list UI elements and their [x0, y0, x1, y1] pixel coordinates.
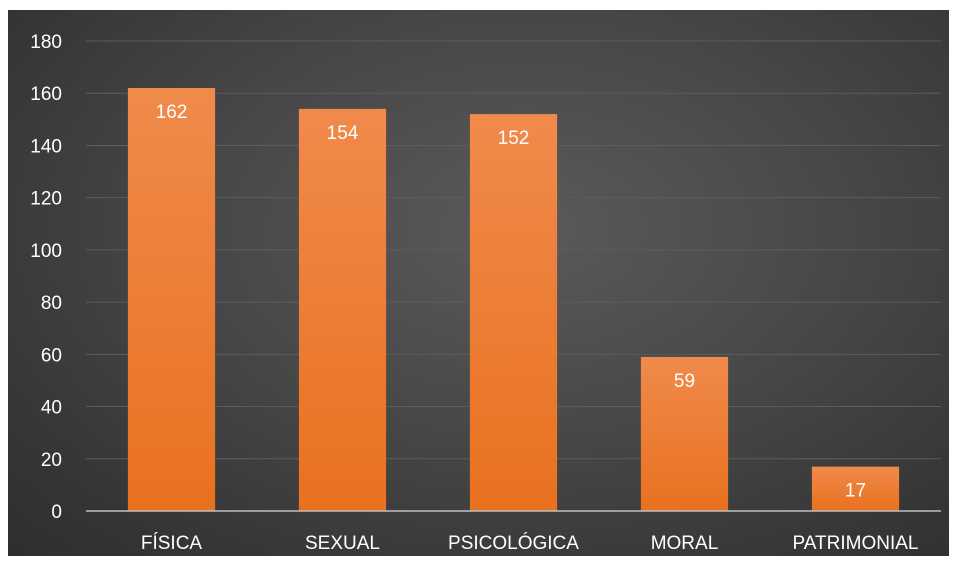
y-tick-label-60: 60 [41, 345, 62, 366]
x-tick-label-psicológica: PSICOLÓGICA [448, 532, 579, 554]
x-tick-label-patrimonial: PATRIMONIAL [793, 533, 919, 554]
bar-psicológica [469, 114, 558, 511]
data-label-psicológica: 152 [498, 128, 530, 149]
y-tick-label-20: 20 [41, 450, 62, 471]
x-tick-label-física: FÍSICA [141, 533, 203, 554]
y-tick-label-80: 80 [41, 293, 62, 314]
y-tick-label-180: 180 [30, 32, 62, 53]
y-tick-label-120: 120 [30, 189, 62, 210]
bar-moral [640, 356, 729, 511]
y-tick-label-160: 160 [30, 84, 62, 105]
bar-física [127, 88, 216, 511]
data-label-patrimonial: 17 [845, 481, 866, 502]
data-label-moral: 59 [674, 371, 695, 392]
bars [127, 88, 900, 511]
y-tick-label-40: 40 [41, 398, 62, 419]
x-tick-label-sexual: SEXUAL [305, 533, 380, 554]
data-label-física: 162 [156, 102, 188, 123]
labels: 0 20 40 60 80 100 120 140 160 180 162 FÍSICA 154 SEXU… [30, 32, 918, 554]
y-tick-label-100: 100 [30, 241, 62, 262]
bar-sexual [298, 108, 387, 511]
y-tick-label-0: 0 [51, 502, 62, 523]
data-label-sexual: 154 [327, 123, 359, 144]
x-tick-label-moral: MORAL [651, 533, 719, 554]
y-tick-label-140: 140 [30, 136, 62, 157]
bar-patrimonial [811, 466, 900, 511]
